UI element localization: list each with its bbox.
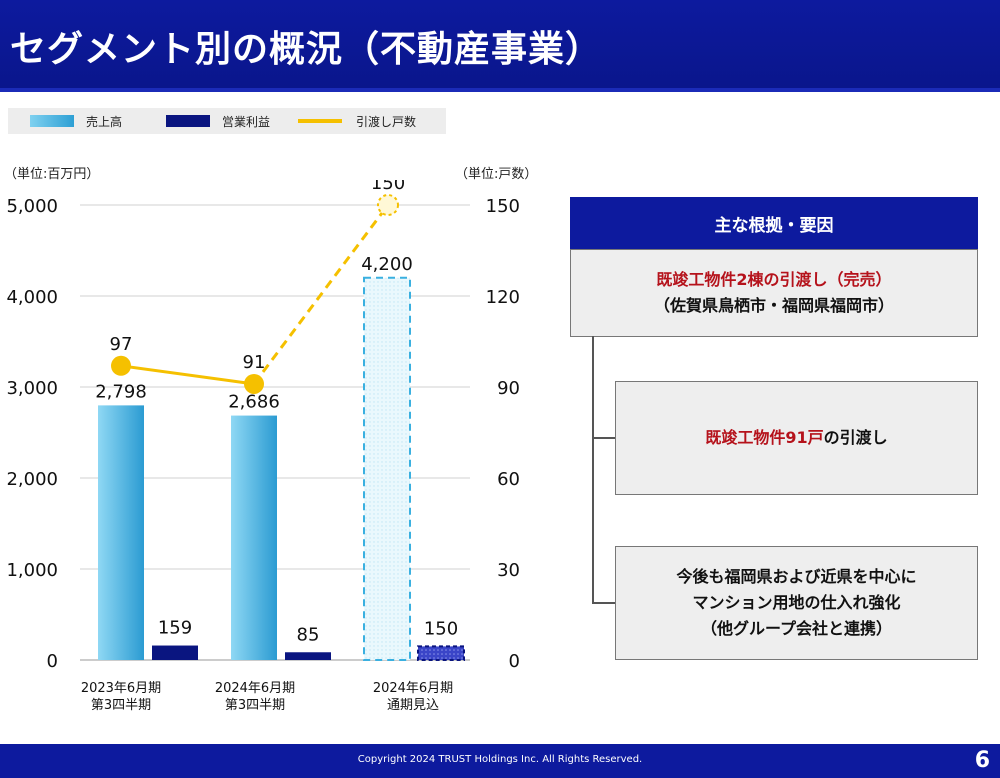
sales-value-label-1: 2,798 xyxy=(95,381,147,402)
factor-box-3-line1: 今後も福岡県および近県を中心に xyxy=(676,567,917,586)
sales-value-label-2: 2,686 xyxy=(228,392,280,413)
legend-item-operating-profit: 営業利益 xyxy=(166,108,270,134)
page-title: セグメント別の概況（不動産事業） xyxy=(10,29,603,70)
connector-to-box-2 xyxy=(592,437,615,439)
chart-legend: 売上高 営業利益 引渡し戸数 xyxy=(8,108,446,134)
legend-label-sales: 売上高 xyxy=(86,114,123,129)
right-tick-label-3: 90 xyxy=(497,378,520,399)
left-tick-label-2: 2,000 xyxy=(6,469,58,490)
left-axis-unit: （単位:百万円） xyxy=(4,167,100,182)
sales-bar-2 xyxy=(231,415,277,660)
right-tick-label-2: 60 xyxy=(497,469,520,490)
x-category-2: 2024年6月期 第3四半期 xyxy=(190,680,320,714)
profit-bar-3 xyxy=(417,645,465,662)
left-tick-label-3: 3,000 xyxy=(6,378,58,399)
right-tick-label-0: 0 xyxy=(509,651,520,672)
x-category-3-line1: 2024年6月期 xyxy=(372,681,454,696)
deliveries-point-1 xyxy=(111,355,131,376)
factors-header: 主な根拠・要因 xyxy=(570,197,978,249)
title-bar: セグメント別の概況（不動産事業） xyxy=(0,0,1000,92)
profit-value-label-1: 159 xyxy=(158,618,192,639)
left-tick-label-1: 1,000 xyxy=(6,560,58,581)
legend-swatch-operating-profit xyxy=(166,115,210,127)
page-number: 6 xyxy=(974,748,990,773)
bar-line-chart: 0 1,000 2,000 3,000 4,000 5,000 0 30 60 90 120 150 2… xyxy=(6,180,520,672)
factor-box-2-highlight: 既竣工物件91戸 xyxy=(705,428,824,447)
deliveries-point-3 xyxy=(377,194,399,216)
copyright: Copyright 2024 TRUST Holdings Inc. All R… xyxy=(357,754,643,765)
deliveries-point-2 xyxy=(244,373,264,394)
x-category-2-line1: 2024年6月期 xyxy=(214,681,296,696)
deliveries-value-label-1: 97 xyxy=(110,334,133,355)
factor-box-3-line3: （他グループ会社と連携） xyxy=(700,619,893,638)
deliveries-value-label-2: 91 xyxy=(243,352,266,373)
deliveries-value-label-3: 150 xyxy=(371,180,405,194)
right-tick-label-4: 120 xyxy=(486,287,520,308)
deliveries-line-segment-2 xyxy=(252,204,390,385)
legend-label-operating-profit: 営業利益 xyxy=(222,114,271,129)
sales-bar-3 xyxy=(363,276,411,662)
connector-to-box-3 xyxy=(592,602,615,604)
connector-vertical xyxy=(592,336,594,603)
x-category-3-line2: 通期見込 xyxy=(386,698,439,713)
factor-box-1-detail: （佐賀県鳥栖市・福岡県福岡市） xyxy=(653,296,894,315)
profit-bar-2 xyxy=(285,652,331,660)
x-category-1: 2023年6月期 第3四半期 xyxy=(56,680,186,714)
sales-bar-1 xyxy=(98,405,144,660)
left-tick-label-4: 4,000 xyxy=(6,287,58,308)
legend-swatch-deliveries xyxy=(298,119,342,123)
x-category-1-line1: 2023年6月期 xyxy=(80,681,162,696)
right-tick-label-1: 30 xyxy=(497,560,520,581)
legend-item-deliveries: 引渡し戸数 xyxy=(298,108,416,134)
profit-value-label-2: 85 xyxy=(297,624,320,645)
factor-box-2: 既竣工物件91戸 の引渡し xyxy=(615,381,978,495)
profit-value-label-3: 150 xyxy=(424,618,458,639)
x-category-3: 2024年6月期 通期見込 xyxy=(348,680,478,714)
factor-box-2-detail: の引渡し xyxy=(823,428,888,447)
left-tick-label-0: 0 xyxy=(47,651,58,672)
factor-box-3: 今後も福岡県および近県を中心に マンション用地の仕入れ強化 （他グループ会社と連… xyxy=(615,546,978,660)
x-category-2-line2: 第3四半期 xyxy=(224,698,286,713)
legend-item-sales: 売上高 xyxy=(30,108,122,134)
profit-bar-1 xyxy=(152,645,198,660)
right-tick-label-5: 150 xyxy=(486,196,520,217)
deliveries-line-segment-1 xyxy=(120,364,255,386)
left-tick-label-5: 5,000 xyxy=(6,196,58,217)
factor-box-1-highlight: 既竣工物件2棟の引渡し（完売） xyxy=(656,270,892,289)
factor-box-3-line2: マンション用地の仕入れ強化 xyxy=(692,593,901,612)
x-category-1-line2: 第3四半期 xyxy=(90,698,152,713)
right-axis-unit: （単位:戸数） xyxy=(455,167,538,182)
legend-swatch-sales xyxy=(30,115,74,127)
legend-label-deliveries: 引渡し戸数 xyxy=(356,114,417,129)
sales-value-label-3: 4,200 xyxy=(361,254,413,275)
footer: Copyright 2024 TRUST Holdings Inc. All R… xyxy=(0,744,1000,778)
factor-box-1: 既竣工物件2棟の引渡し（完売） （佐賀県鳥栖市・福岡県福岡市） xyxy=(570,249,978,337)
